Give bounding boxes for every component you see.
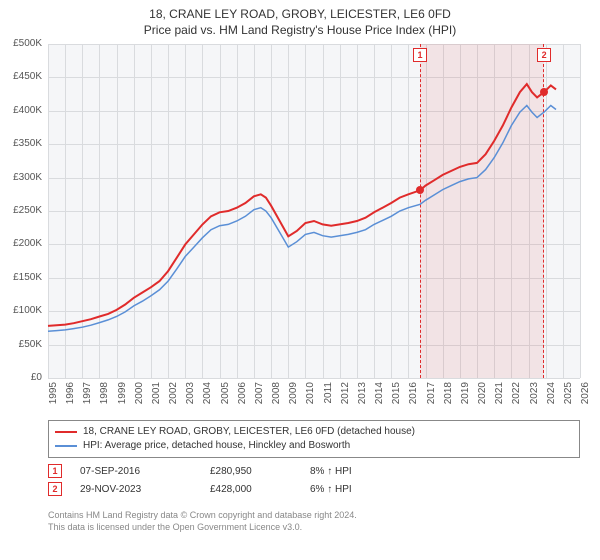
x-tick-label: 2007 [254,382,265,410]
property-line [48,84,556,326]
x-tick-label: 1997 [82,382,93,410]
x-tick-label: 1996 [65,382,76,410]
sale-price: £280,950 [210,466,310,477]
gridline-h [48,378,580,379]
x-tick-label: 2018 [443,382,454,410]
x-tick-label: 2010 [305,382,316,410]
sale-delta: 6% ↑ HPI [310,484,400,495]
x-tick-label: 1998 [99,382,110,410]
sales-table: 1 07-SEP-2016£280,9508% ↑ HPI 2 29-NOV-2023… [48,462,400,498]
sale-date: 07-SEP-2016 [80,466,210,477]
x-tick-label: 2009 [288,382,299,410]
x-tick-label: 2006 [237,382,248,410]
x-tick-label: 2022 [511,382,522,410]
line-chart-svg [0,0,580,378]
x-tick-label: 2014 [374,382,385,410]
x-tick-label: 2019 [460,382,471,410]
x-tick-label: 2017 [426,382,437,410]
footnote: Contains HM Land Registry data © Crown c… [48,510,357,533]
x-tick-label: 2003 [185,382,196,410]
sale-marker-icon: 1 [48,464,62,478]
x-tick-label: 2000 [134,382,145,410]
x-tick-label: 2016 [408,382,419,410]
x-tick-label: 2023 [529,382,540,410]
x-tick-label: 2005 [220,382,231,410]
x-tick-label: 2001 [151,382,162,410]
gridline-v [580,44,581,378]
legend: 18, CRANE LEY ROAD, GROBY, LEICESTER, LE… [48,420,580,458]
x-tick-label: 1995 [48,382,59,410]
legend-label-hpi: HPI: Average price, detached house, Hinc… [83,439,350,453]
footnote-line1: Contains HM Land Registry data © Crown c… [48,510,357,522]
x-tick-label: 2008 [271,382,282,410]
legend-item-hpi: HPI: Average price, detached house, Hinc… [55,439,573,453]
x-tick-label: 2020 [477,382,488,410]
x-tick-label: 2026 [580,382,591,410]
legend-item-property: 18, CRANE LEY ROAD, GROBY, LEICESTER, LE… [55,425,573,439]
sale-marker-icon: 2 [48,482,62,496]
sales-table-row: 1 07-SEP-2016£280,9508% ↑ HPI [48,462,400,480]
sale-marker-box: 1 [413,48,427,62]
sale-price: £428,000 [210,484,310,495]
x-tick-label: 2004 [202,382,213,410]
hpi-line [48,106,556,332]
sales-table-row: 2 29-NOV-2023£428,0006% ↑ HPI [48,480,400,498]
sale-delta: 8% ↑ HPI [310,466,400,477]
legend-label-property: 18, CRANE LEY ROAD, GROBY, LEICESTER, LE… [83,425,415,439]
sale-point [540,88,548,96]
sale-marker-box: 2 [537,48,551,62]
chart-container: 18, CRANE LEY ROAD, GROBY, LEICESTER, LE… [0,0,600,560]
x-tick-label: 2024 [546,382,557,410]
sale-point [416,186,424,194]
x-tick-label: 2011 [323,382,334,410]
x-tick-label: 2021 [494,382,505,410]
x-tick-label: 1999 [117,382,128,410]
footnote-line2: This data is licensed under the Open Gov… [48,522,357,534]
sale-date: 29-NOV-2023 [80,484,210,495]
legend-swatch-hpi [55,445,77,447]
x-tick-label: 2015 [391,382,402,410]
legend-swatch-property [55,431,77,433]
x-tick-label: 2013 [357,382,368,410]
x-tick-label: 2002 [168,382,179,410]
x-tick-label: 2012 [340,382,351,410]
x-tick-label: 2025 [563,382,574,410]
